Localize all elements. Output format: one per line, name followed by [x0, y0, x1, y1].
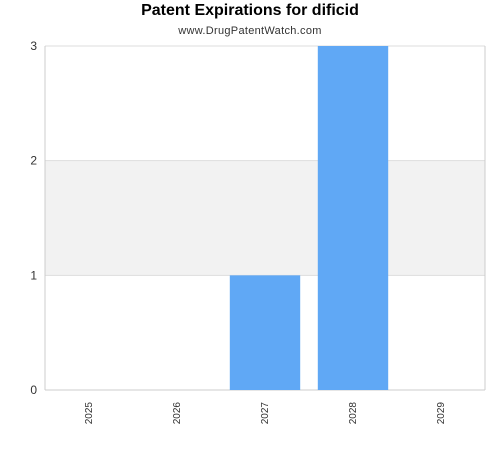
y-tick-label: 2 — [30, 154, 37, 168]
x-tick-label: 2027 — [260, 402, 271, 425]
y-tick-label: 1 — [30, 268, 37, 282]
y-tick-label: 0 — [30, 383, 37, 397]
bar-2028 — [318, 46, 388, 390]
x-tick-label: 2026 — [172, 402, 183, 425]
y-tick-label: 3 — [30, 39, 37, 53]
bar-2027 — [230, 275, 300, 390]
x-tick-label: 2025 — [84, 402, 95, 425]
grid-band — [45, 161, 485, 276]
x-tick-label: 2029 — [436, 402, 447, 425]
x-tick-label: 2028 — [348, 402, 359, 425]
